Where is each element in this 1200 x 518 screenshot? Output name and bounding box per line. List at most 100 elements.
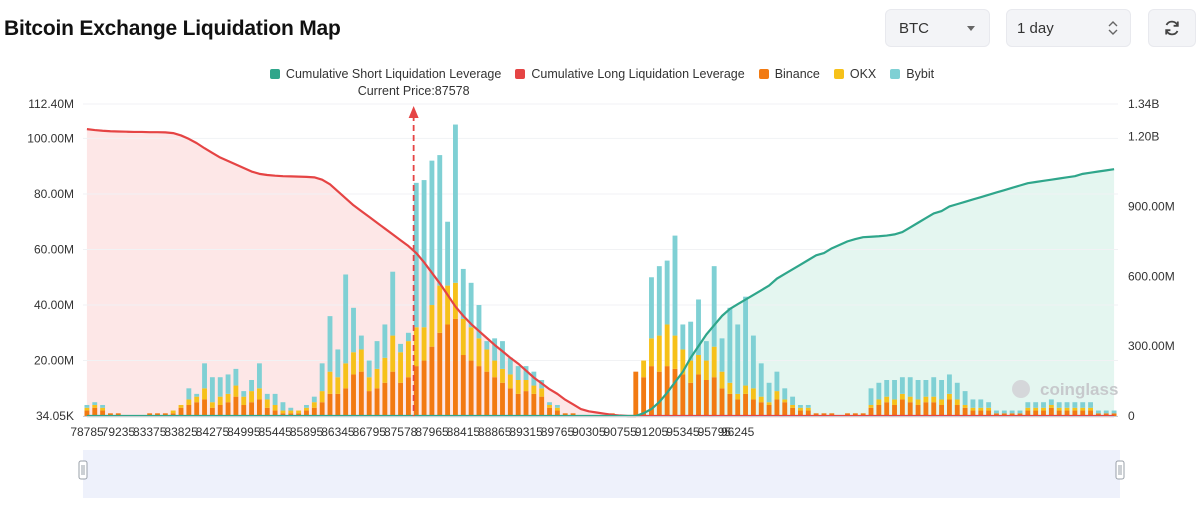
bar-okx bbox=[954, 399, 960, 405]
bar-bybit bbox=[405, 332, 411, 342]
bar-binance bbox=[170, 413, 176, 417]
bar-bybit bbox=[743, 296, 748, 386]
legend-long[interactable]: Cumulative Long Liquidation Leverage bbox=[515, 67, 745, 81]
bar-okx bbox=[766, 402, 772, 405]
bar-binance bbox=[413, 366, 419, 417]
bar-bybit bbox=[390, 271, 396, 336]
bar-okx bbox=[915, 399, 921, 405]
y-left-tick-label: 80.00M bbox=[34, 187, 74, 201]
bar-bybit bbox=[798, 404, 803, 408]
bar-okx bbox=[1041, 407, 1046, 411]
zoom-slider bbox=[78, 450, 1125, 498]
bar-binance bbox=[264, 407, 270, 417]
y-left-tick-label: 112.40M bbox=[28, 97, 74, 111]
bar-binance bbox=[931, 402, 937, 417]
bar-okx bbox=[327, 371, 333, 394]
legend-binance[interactable]: Binance bbox=[758, 67, 820, 81]
bar-binance bbox=[343, 388, 349, 417]
bar-binance bbox=[437, 332, 443, 417]
bar-binance bbox=[750, 399, 756, 417]
bar-okx bbox=[641, 360, 647, 378]
bar-binance bbox=[962, 407, 968, 417]
slider-handle-left[interactable] bbox=[78, 460, 88, 480]
legend-okx[interactable]: OKX bbox=[833, 67, 877, 81]
bar-okx bbox=[798, 407, 803, 411]
bar-okx bbox=[507, 374, 513, 389]
bar-binance bbox=[460, 355, 466, 417]
bar-bybit bbox=[382, 324, 388, 358]
bar-bybit bbox=[766, 382, 772, 403]
x-tick-label: 86345 bbox=[321, 425, 355, 439]
bar-bybit bbox=[758, 363, 764, 397]
bar-okx bbox=[696, 355, 701, 375]
legend-label-okx: OKX bbox=[849, 67, 877, 81]
bar-binance bbox=[829, 413, 835, 417]
bar-bybit bbox=[1088, 402, 1093, 408]
bar-binance bbox=[1009, 413, 1015, 417]
bar-okx bbox=[390, 335, 396, 372]
bar-bybit bbox=[719, 338, 725, 372]
bar-binance bbox=[382, 382, 388, 417]
bar-binance bbox=[288, 413, 294, 417]
bar-okx bbox=[460, 318, 466, 356]
legend-short[interactable]: Cumulative Short Liquidation Leverage bbox=[269, 67, 501, 81]
bar-bybit bbox=[1072, 402, 1078, 408]
bar-binance bbox=[1072, 410, 1078, 417]
bar-bybit bbox=[374, 341, 380, 369]
bar-okx bbox=[978, 407, 984, 411]
bar-okx bbox=[398, 352, 403, 383]
bar-binance bbox=[790, 407, 796, 417]
bar-binance bbox=[1041, 410, 1046, 417]
y-right-tick-label: 600.00M bbox=[1128, 269, 1175, 283]
bar-binance bbox=[656, 371, 662, 417]
x-tick-label: 95345 bbox=[666, 425, 700, 439]
up-down-icon bbox=[1108, 21, 1118, 35]
refresh-button[interactable] bbox=[1148, 9, 1196, 47]
bar-okx bbox=[1064, 407, 1070, 411]
bar-okx bbox=[217, 396, 223, 405]
bar-bybit bbox=[92, 402, 98, 405]
bar-binance bbox=[147, 413, 153, 417]
chevron-down-icon bbox=[967, 26, 975, 31]
period-select[interactable]: 1 day bbox=[1006, 9, 1131, 47]
bar-okx bbox=[84, 407, 90, 411]
bar-bybit bbox=[366, 360, 372, 378]
bar-bybit bbox=[1056, 402, 1062, 408]
bar-bybit bbox=[100, 404, 106, 408]
bar-binance bbox=[1103, 413, 1109, 417]
bar-binance bbox=[390, 371, 396, 417]
bar-bybit bbox=[202, 363, 207, 389]
bar-binance bbox=[445, 324, 451, 417]
bar-binance bbox=[868, 407, 874, 417]
bar-okx bbox=[296, 410, 302, 414]
legend-swatch-okx bbox=[833, 69, 844, 79]
legend-swatch-bybit bbox=[890, 69, 901, 79]
bar-binance bbox=[84, 410, 90, 417]
bar-okx bbox=[892, 399, 897, 405]
bar-binance bbox=[562, 413, 568, 417]
bar-binance bbox=[884, 402, 890, 417]
bar-okx bbox=[531, 385, 537, 394]
bar-binance bbox=[727, 393, 733, 417]
bar-bybit bbox=[351, 307, 356, 353]
asset-select[interactable]: BTC bbox=[885, 9, 990, 47]
bar-binance bbox=[782, 402, 788, 417]
bar-bybit bbox=[319, 363, 325, 392]
bar-bybit bbox=[978, 399, 984, 408]
bar-okx bbox=[868, 404, 874, 408]
bar-bybit bbox=[476, 305, 482, 339]
bar-bybit bbox=[327, 316, 333, 372]
bar-binance bbox=[672, 368, 678, 417]
legend-bybit[interactable]: Bybit bbox=[890, 67, 934, 81]
bar-okx bbox=[703, 360, 709, 380]
bar-okx bbox=[986, 407, 992, 411]
bar-okx bbox=[743, 385, 748, 394]
bar-binance bbox=[1017, 413, 1023, 417]
slider-handle-right[interactable] bbox=[1115, 460, 1125, 480]
bar-binance bbox=[547, 407, 552, 417]
bar-okx bbox=[492, 360, 498, 378]
bar-bybit bbox=[727, 307, 733, 383]
bar-binance bbox=[711, 377, 717, 417]
bar-bybit bbox=[335, 349, 341, 378]
